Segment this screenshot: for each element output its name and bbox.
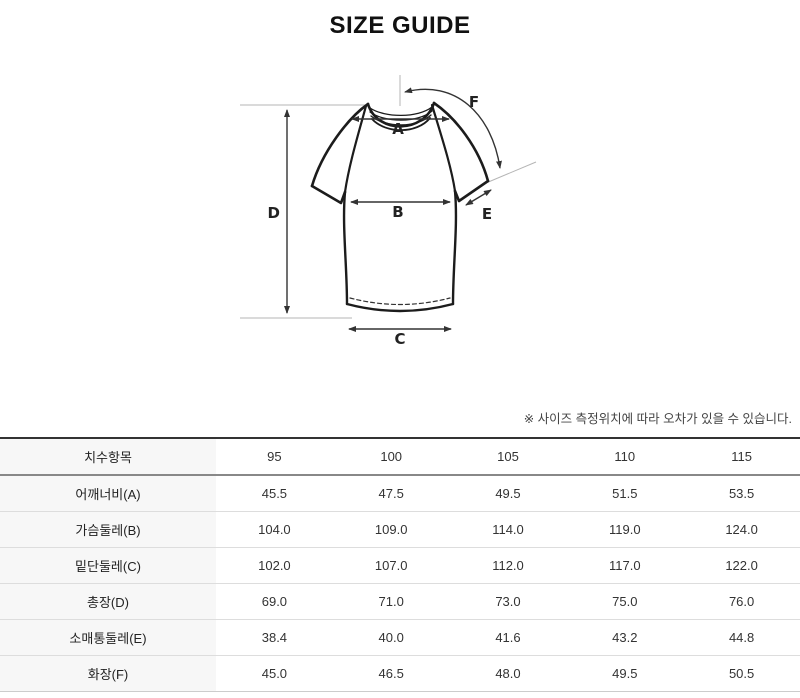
size-table: 치수항목 95 100 105 110 115 어깨너비(A) 45.5 47.5 49.5 51… bbox=[0, 437, 800, 692]
value-cell: 45.5 bbox=[261, 486, 288, 501]
measurement-disclaimer-note: ※ 사이즈 측정위치에 따라 오차가 있을 수 있습니다. bbox=[523, 412, 792, 426]
value-cell: 38.4 bbox=[261, 630, 288, 645]
value-cell: 44.8 bbox=[728, 630, 755, 645]
measure-label-e: E bbox=[482, 205, 492, 223]
arrow-e bbox=[465, 189, 492, 206]
row-label-cell: 어깨너비(A) bbox=[0, 475, 216, 512]
value-cell: 73.0 bbox=[495, 594, 521, 609]
value-cell: 41.6 bbox=[495, 630, 521, 645]
size-table-head: 치수항목 95 100 105 110 115 bbox=[0, 438, 800, 475]
value-cell: 50.5 bbox=[728, 666, 755, 681]
row-label-cell: 가슴둘레(B) bbox=[0, 511, 216, 548]
value-cell: 112.0 bbox=[492, 558, 524, 573]
measurement-arrows bbox=[284, 87, 502, 332]
value-cell: 109.0 bbox=[374, 522, 408, 537]
value-cell: 114.0 bbox=[492, 522, 524, 537]
row-label-cell: 밑단둘레(C) bbox=[0, 547, 216, 584]
row-label-cell: 소매통둘레(E) bbox=[0, 619, 216, 656]
size-table-body: 어깨너비(A) 45.5 47.5 49.5 51.5 53.5 가슴둘레(B) 104.0 1… bbox=[0, 475, 800, 692]
value-cell: 119.0 bbox=[609, 522, 641, 537]
row-label-cell: 총장(D) bbox=[0, 583, 216, 620]
page-title: SIZE GUIDE bbox=[329, 12, 471, 39]
value-cell: 49.5 bbox=[612, 666, 638, 681]
value-cell: 76.0 bbox=[728, 594, 755, 609]
value-cell: 102.0 bbox=[258, 558, 291, 573]
header-cell-size: 110 bbox=[614, 449, 636, 464]
measure-label-b: B bbox=[392, 203, 403, 221]
value-cell: 107.0 bbox=[374, 558, 408, 573]
value-cell: 117.0 bbox=[609, 558, 641, 573]
value-cell: 75.0 bbox=[612, 594, 638, 609]
value-cell: 104.0 bbox=[258, 522, 291, 537]
value-cell: 53.5 bbox=[728, 486, 755, 501]
header-cell-size: 100 bbox=[380, 449, 403, 464]
header-row: 치수항목 95 100 105 110 115 bbox=[0, 438, 800, 475]
value-cell: 69.0 bbox=[261, 594, 288, 609]
table-row: 어깨너비(A) 45.5 47.5 49.5 51.5 53.5 bbox=[0, 475, 800, 512]
table-row: 소매통둘레(E) 38.4 40.0 41.6 43.2 44.8 bbox=[0, 619, 800, 656]
value-cell: 71.0 bbox=[378, 594, 404, 609]
arrow-f bbox=[404, 87, 502, 169]
header-cell-size: 115 bbox=[731, 449, 752, 464]
value-cell: 51.5 bbox=[612, 486, 638, 501]
tshirt-measurement-diagram: A B C D E F bbox=[240, 75, 537, 348]
measure-label-a: A bbox=[392, 120, 404, 138]
table-row: 밑단둘레(C) 102.0 107.0 112.0 117.0 122.0 bbox=[0, 547, 800, 584]
measure-label-d: D bbox=[268, 204, 280, 222]
header-cell-size: 95 bbox=[267, 449, 282, 464]
value-cell: 45.0 bbox=[261, 666, 288, 681]
value-cell: 49.5 bbox=[495, 486, 521, 501]
guide-lines bbox=[240, 75, 537, 319]
measure-label-c: C bbox=[394, 330, 405, 348]
value-cell: 46.5 bbox=[378, 666, 404, 681]
table-row: 화장(F) 45.0 46.5 48.0 49.5 50.5 bbox=[0, 655, 800, 692]
measure-label-f: F bbox=[469, 93, 479, 111]
header-cell-label: 치수항목 bbox=[0, 438, 216, 475]
header-cell-size: 105 bbox=[497, 449, 519, 464]
value-cell: 43.2 bbox=[612, 630, 638, 645]
value-cell: 47.5 bbox=[378, 486, 404, 501]
row-label-cell: 화장(F) bbox=[0, 655, 216, 692]
table-row: 가슴둘레(B) 104.0 109.0 114.0 119.0 124.0 bbox=[0, 511, 800, 548]
value-cell: 122.0 bbox=[725, 558, 758, 573]
value-cell: 40.0 bbox=[378, 630, 404, 645]
value-cell: 48.0 bbox=[495, 666, 521, 681]
value-cell: 124.0 bbox=[725, 522, 758, 537]
table-row: 총장(D) 69.0 71.0 73.0 75.0 76.0 bbox=[0, 583, 800, 620]
